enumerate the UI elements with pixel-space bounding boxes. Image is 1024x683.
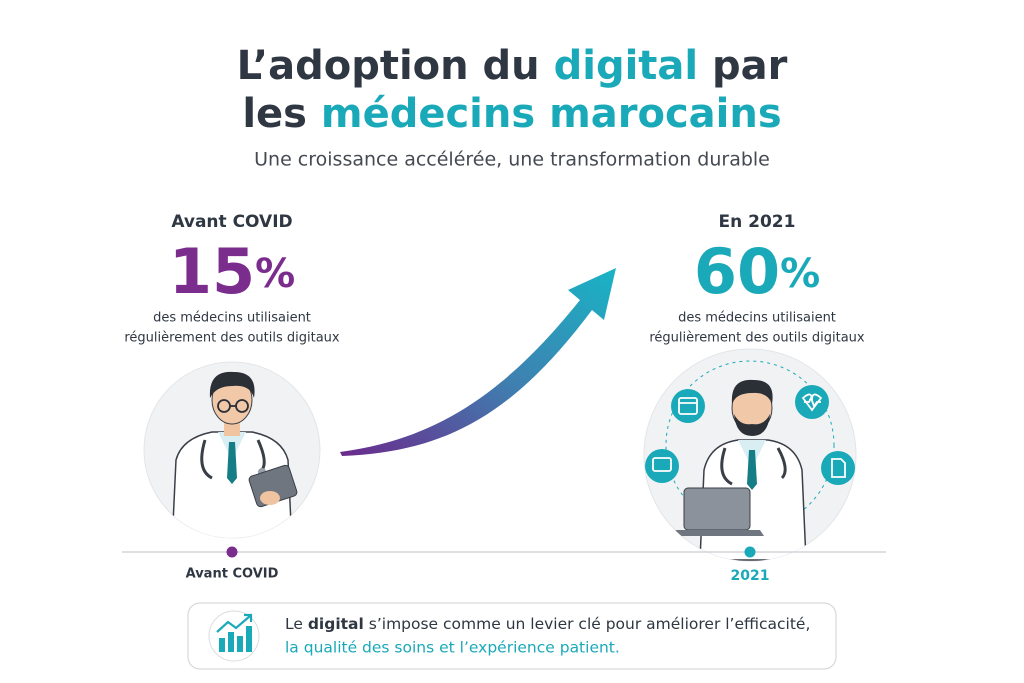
timeline-dot — [744, 546, 756, 558]
title-line: L’adoption du digital par — [237, 43, 788, 89]
title-line: les médecins marocains — [242, 91, 781, 137]
stat-label: Avant COVID — [171, 212, 292, 232]
timeline-label: 2021 — [731, 568, 770, 584]
title-text: par — [698, 43, 788, 89]
stat-number: 15 — [169, 235, 255, 308]
stat-description: des médecins utilisaient — [678, 311, 836, 326]
title-highlight: digital — [554, 43, 699, 89]
doctor-laptop-illustration — [643, 348, 857, 562]
title-text: L’adoption du — [237, 43, 554, 89]
title-highlight: médecins marocains — [321, 91, 782, 137]
message-text: s’impose comme un levier clé pour amélio… — [364, 615, 811, 633]
stat-value: 15% — [169, 235, 295, 308]
stat-description: des médecins utilisaient — [153, 311, 311, 326]
stat-unit: % — [780, 251, 820, 297]
stat-value: 60% — [694, 235, 820, 308]
title-text: les — [242, 91, 321, 137]
message-highlight: digital — [308, 615, 364, 633]
stat-description: régulièrement des outils digitaux — [649, 331, 865, 346]
subtitle: Une croissance accélérée, une transforma… — [254, 149, 770, 171]
growth-icon — [208, 610, 260, 662]
stat-unit: % — [255, 251, 295, 297]
growth-arrow — [340, 268, 616, 456]
message-box — [187, 602, 837, 670]
message-line: la qualité des soins et l’expérience pat… — [285, 639, 620, 657]
stat-label: En 2021 — [719, 212, 796, 232]
timeline-dot — [226, 546, 238, 558]
timeline-label: Avant COVID — [186, 567, 279, 582]
stat-number: 60 — [694, 235, 780, 308]
stat-description: régulièrement des outils digitaux — [124, 331, 340, 346]
message-text: Le — [285, 615, 308, 633]
doctor-tablet-illustration — [143, 361, 321, 539]
message-line: Le digital s’impose comme un levier clé … — [285, 615, 810, 633]
